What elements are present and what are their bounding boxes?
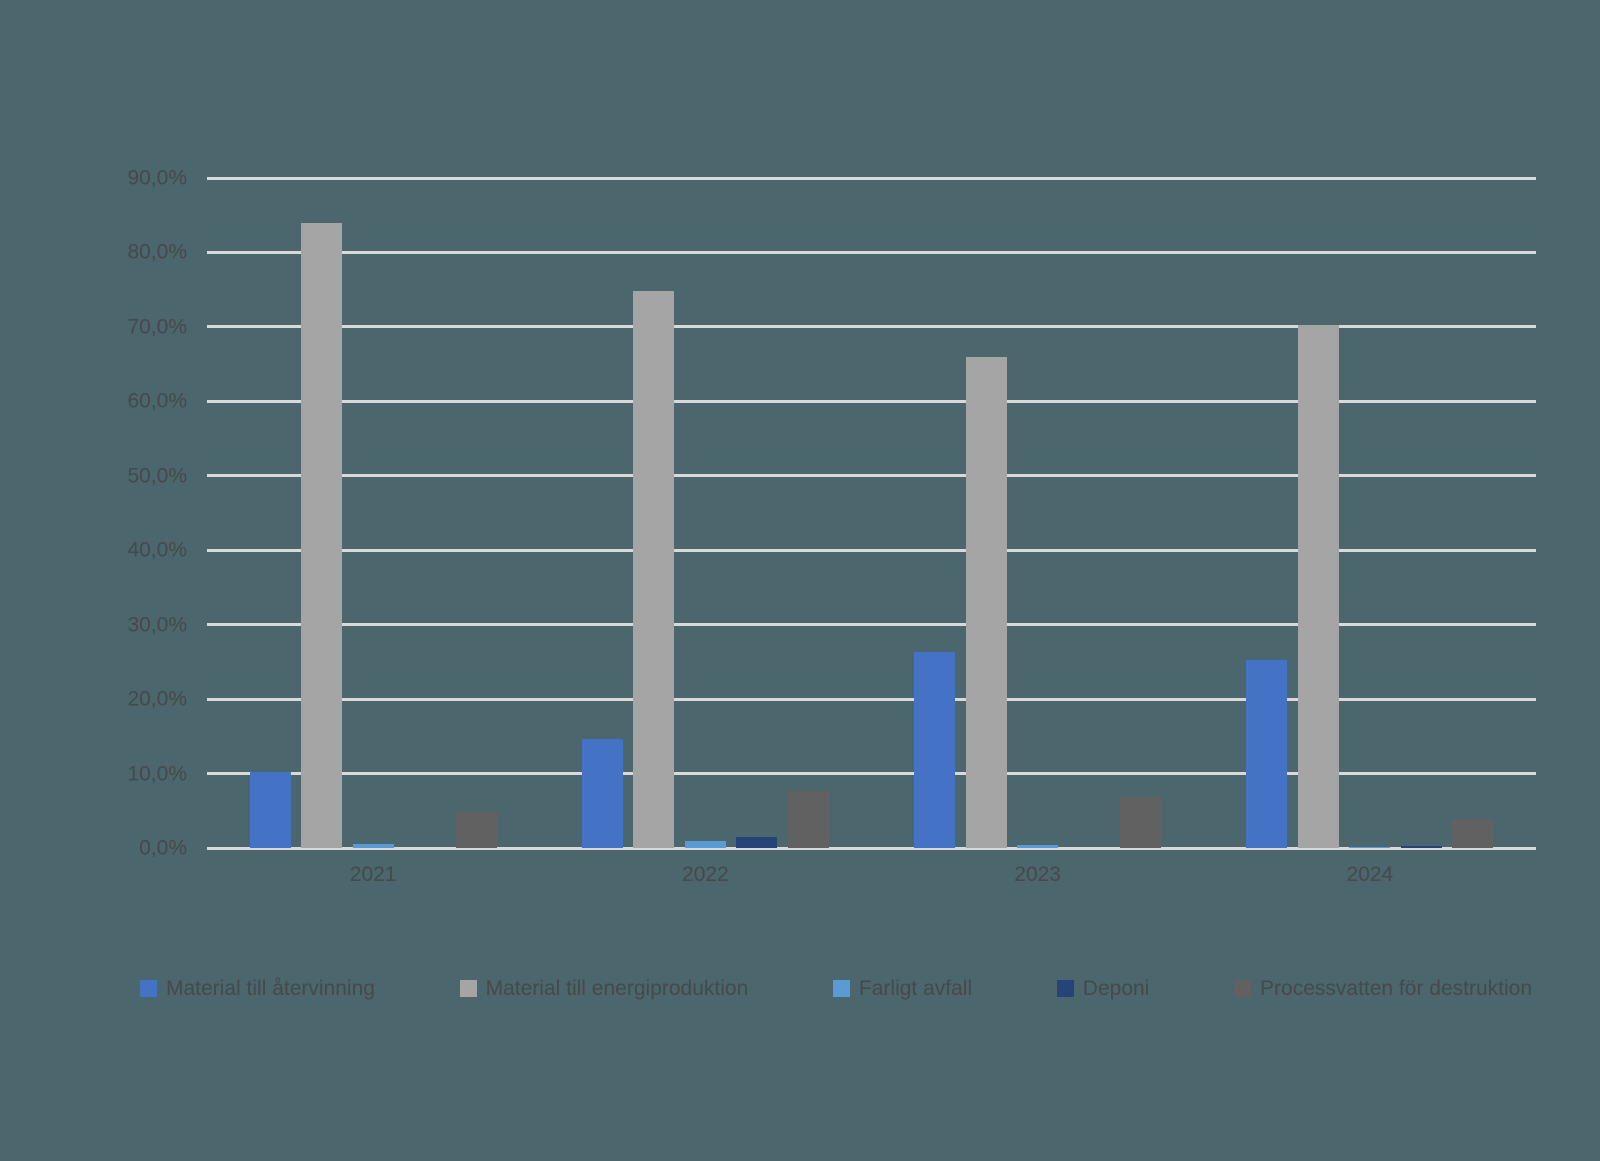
bar: [301, 222, 343, 848]
y-axis-tick-label: 90,0%: [127, 166, 187, 190]
y-axis-tick-label: 20,0%: [127, 687, 187, 711]
gridline: [207, 846, 1536, 850]
legend-label: Processvatten för destruktion: [1260, 976, 1532, 1000]
legend-label: Deponi: [1082, 976, 1150, 1000]
legend-label: Material till energiproduktion: [485, 976, 749, 1000]
y-axis-tick-label: 50,0%: [127, 464, 187, 488]
legend: Material till återvinning Material till e…: [140, 974, 1532, 1002]
legend-item: Material till energiproduktion: [459, 976, 749, 1000]
y-axis-tick-label: 30,0%: [127, 613, 187, 637]
legend-swatch-icon: [832, 979, 850, 997]
bar: [914, 652, 956, 848]
legend-swatch-icon: [140, 979, 157, 997]
bar: [736, 836, 778, 848]
y-axis-tick-label: 60,0%: [127, 389, 187, 413]
y-axis-tick-label: 80,0%: [127, 240, 187, 264]
bar: [455, 811, 497, 848]
gridline: [207, 250, 1536, 254]
x-axis-tick-label: 2022: [682, 863, 729, 886]
x-axis-tick-label: 2021: [349, 863, 397, 886]
gridline: [207, 697, 1536, 701]
legend-label: Farligt avfall: [858, 976, 973, 1000]
bar: [581, 739, 623, 848]
bar: [787, 791, 829, 848]
gridline: [207, 176, 1536, 180]
gridline: [207, 772, 1536, 776]
y-axis-tick-label: 0,0%: [139, 836, 187, 860]
bar: [684, 841, 726, 848]
y-axis-tick-label: 70,0%: [127, 315, 187, 339]
x-axis-tick-label: 2023: [1014, 863, 1061, 886]
legend-swatch-icon: [1234, 979, 1252, 997]
legend-swatch-icon: [459, 979, 477, 997]
bar: [965, 356, 1007, 848]
x-axis-tick-label: 2024: [1346, 863, 1394, 886]
bar: [352, 843, 394, 848]
bar: [249, 772, 291, 848]
bar: [1452, 818, 1494, 848]
bar: [633, 291, 675, 848]
legend-label: Material till återvinning: [166, 976, 375, 1000]
bar: [1297, 324, 1339, 848]
gridline: [207, 399, 1536, 403]
bar: [1349, 847, 1391, 848]
bar: [1400, 845, 1442, 848]
legend-item: Processvatten för destruktion: [1234, 978, 1532, 999]
legend-item: Material till återvinning: [140, 978, 375, 999]
bar: [1120, 797, 1162, 848]
gridline: [207, 325, 1536, 329]
legend-swatch-icon: [1056, 979, 1074, 997]
bar: [1017, 845, 1059, 848]
legend-item: Farligt avfall: [832, 976, 973, 1000]
y-axis-tick-label: 40,0%: [127, 538, 187, 562]
gridline: [207, 548, 1536, 552]
gridline: [207, 474, 1536, 478]
bar: [1246, 660, 1288, 848]
y-axis-tick-label: 10,0%: [127, 762, 187, 786]
legend-item: Deponi: [1056, 976, 1150, 1000]
gridline: [207, 623, 1536, 627]
